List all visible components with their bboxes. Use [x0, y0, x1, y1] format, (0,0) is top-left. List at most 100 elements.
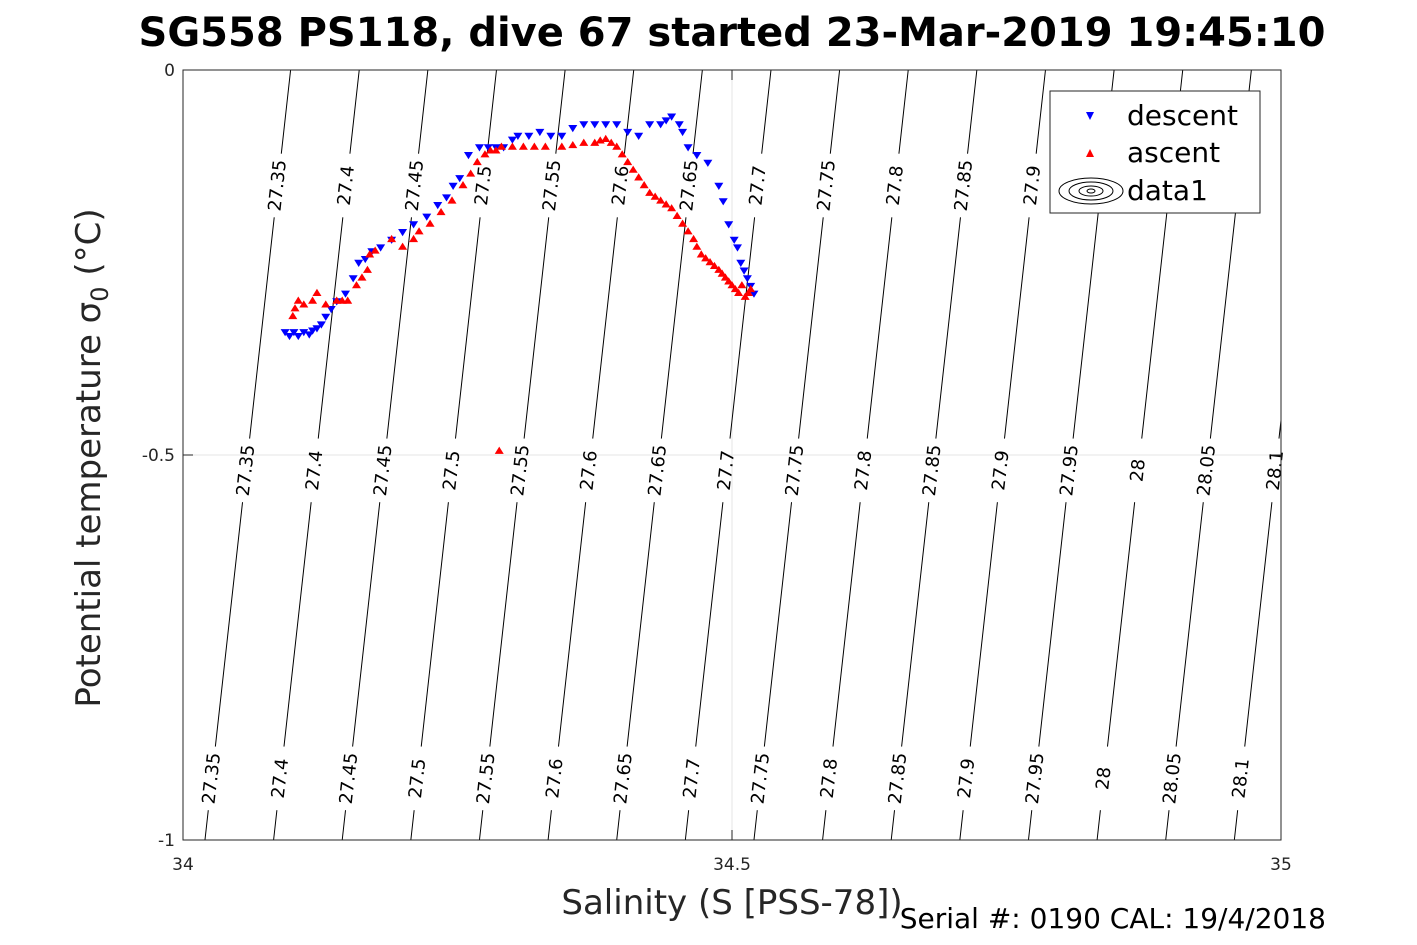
ascent-point — [398, 242, 408, 250]
ascent-point — [628, 165, 638, 173]
contour-label: 27.7 — [680, 757, 705, 799]
descent-point — [524, 132, 534, 140]
descent-point — [312, 325, 322, 333]
ascent-point — [425, 219, 435, 227]
x-tick-label: 35 — [1270, 855, 1292, 875]
ascent-point — [351, 281, 361, 289]
descent-point — [360, 255, 370, 264]
ascent-point — [612, 142, 622, 150]
ascent-point — [414, 227, 424, 235]
ascent-point — [357, 273, 367, 281]
descent-point — [433, 202, 443, 210]
contour-label: 27.8 — [883, 164, 908, 206]
ascent-point — [724, 277, 734, 285]
grid-lines — [183, 70, 1281, 840]
ascent-point — [645, 188, 655, 196]
ascent-point — [321, 300, 331, 308]
y-tick-label: -1 — [158, 831, 175, 851]
ascent-point — [672, 211, 682, 219]
legend-descent-marker — [1086, 112, 1094, 120]
descent-point — [304, 331, 314, 339]
contour-label: 28 — [1126, 458, 1149, 483]
descent-point — [546, 132, 556, 140]
ascent-point — [727, 281, 737, 289]
descent-point — [280, 329, 290, 337]
descent-point — [289, 329, 299, 337]
ascent-point — [683, 227, 693, 235]
descent-point — [634, 132, 644, 140]
ascent-point — [705, 258, 715, 266]
ascent-point — [458, 181, 468, 189]
descent-point — [590, 121, 600, 129]
legend-contour-icon — [1058, 177, 1124, 205]
ascent-point — [606, 138, 616, 146]
ascent-point — [720, 273, 730, 281]
ascent-point — [387, 234, 397, 243]
contour-label: 27.8 — [817, 757, 842, 799]
descent-point — [513, 132, 523, 140]
contour-label: 27.7 — [714, 449, 739, 491]
y-axis-label: Potential temperature σ0 (°C) — [69, 208, 114, 707]
descent-point — [739, 267, 749, 275]
legend: descent ascent data1 — [1049, 90, 1261, 214]
descent-point — [749, 290, 759, 298]
contour-line-4 — [478, 70, 566, 840]
descent-point — [623, 128, 633, 137]
contour-line-1 — [273, 70, 360, 840]
ascent-point — [293, 296, 303, 304]
descent-point — [742, 275, 752, 283]
descent-point — [724, 221, 734, 229]
legend-ascent-marker — [1086, 149, 1094, 157]
ascent-series — [288, 134, 756, 454]
ascent-point — [601, 134, 611, 142]
ascent-point — [678, 219, 688, 227]
ascent-point — [518, 142, 528, 150]
contour-line-8 — [753, 70, 841, 840]
ascent-point — [746, 284, 756, 293]
descent-point — [718, 198, 728, 206]
descent-point — [354, 259, 364, 267]
descent-point — [455, 175, 465, 183]
ascent-point — [743, 288, 753, 296]
contour-label: 27.4 — [334, 164, 359, 206]
descent-point — [703, 159, 713, 167]
descent-point — [474, 144, 484, 152]
descent-point — [285, 332, 295, 341]
ascent-point — [689, 234, 699, 243]
contour-line-5 — [547, 70, 635, 840]
ascent-point — [436, 207, 446, 216]
descent-point — [683, 144, 693, 152]
descent-point — [557, 132, 567, 140]
descent-point — [463, 152, 473, 160]
contour-label: 27.6 — [542, 757, 567, 799]
y-tick-label: 0 — [164, 61, 175, 81]
ascent-point — [701, 254, 711, 262]
contour-line-11 — [959, 70, 1046, 840]
descent-point — [579, 121, 589, 129]
ascent-point — [466, 169, 476, 177]
ascent-point — [696, 250, 706, 258]
descent-point — [376, 244, 386, 252]
x-tick-label: 34.5 — [713, 855, 751, 875]
descent-point — [678, 128, 688, 137]
ascent-point — [507, 142, 517, 150]
descent-point — [299, 329, 309, 337]
ascent-point — [480, 150, 490, 158]
descent-point — [661, 117, 671, 125]
ascent-point — [634, 173, 644, 181]
contour-label: 27.9 — [1020, 164, 1045, 206]
ascent-point — [343, 296, 353, 304]
ascent-point — [529, 142, 539, 150]
ascent-point — [590, 138, 600, 146]
descent-point — [442, 194, 452, 202]
contour-label: 27.7 — [745, 164, 770, 206]
contour-labels: 27.3527.3527.3527.427.427.427.4527.4527.… — [199, 159, 1289, 805]
descent-point — [341, 290, 351, 298]
contour-label: 27.5 — [405, 757, 430, 799]
ascent-point — [617, 150, 627, 158]
contour-line-9 — [822, 70, 909, 840]
descent-point — [293, 332, 303, 341]
descent-point — [729, 236, 739, 244]
ascent-point — [656, 196, 666, 204]
